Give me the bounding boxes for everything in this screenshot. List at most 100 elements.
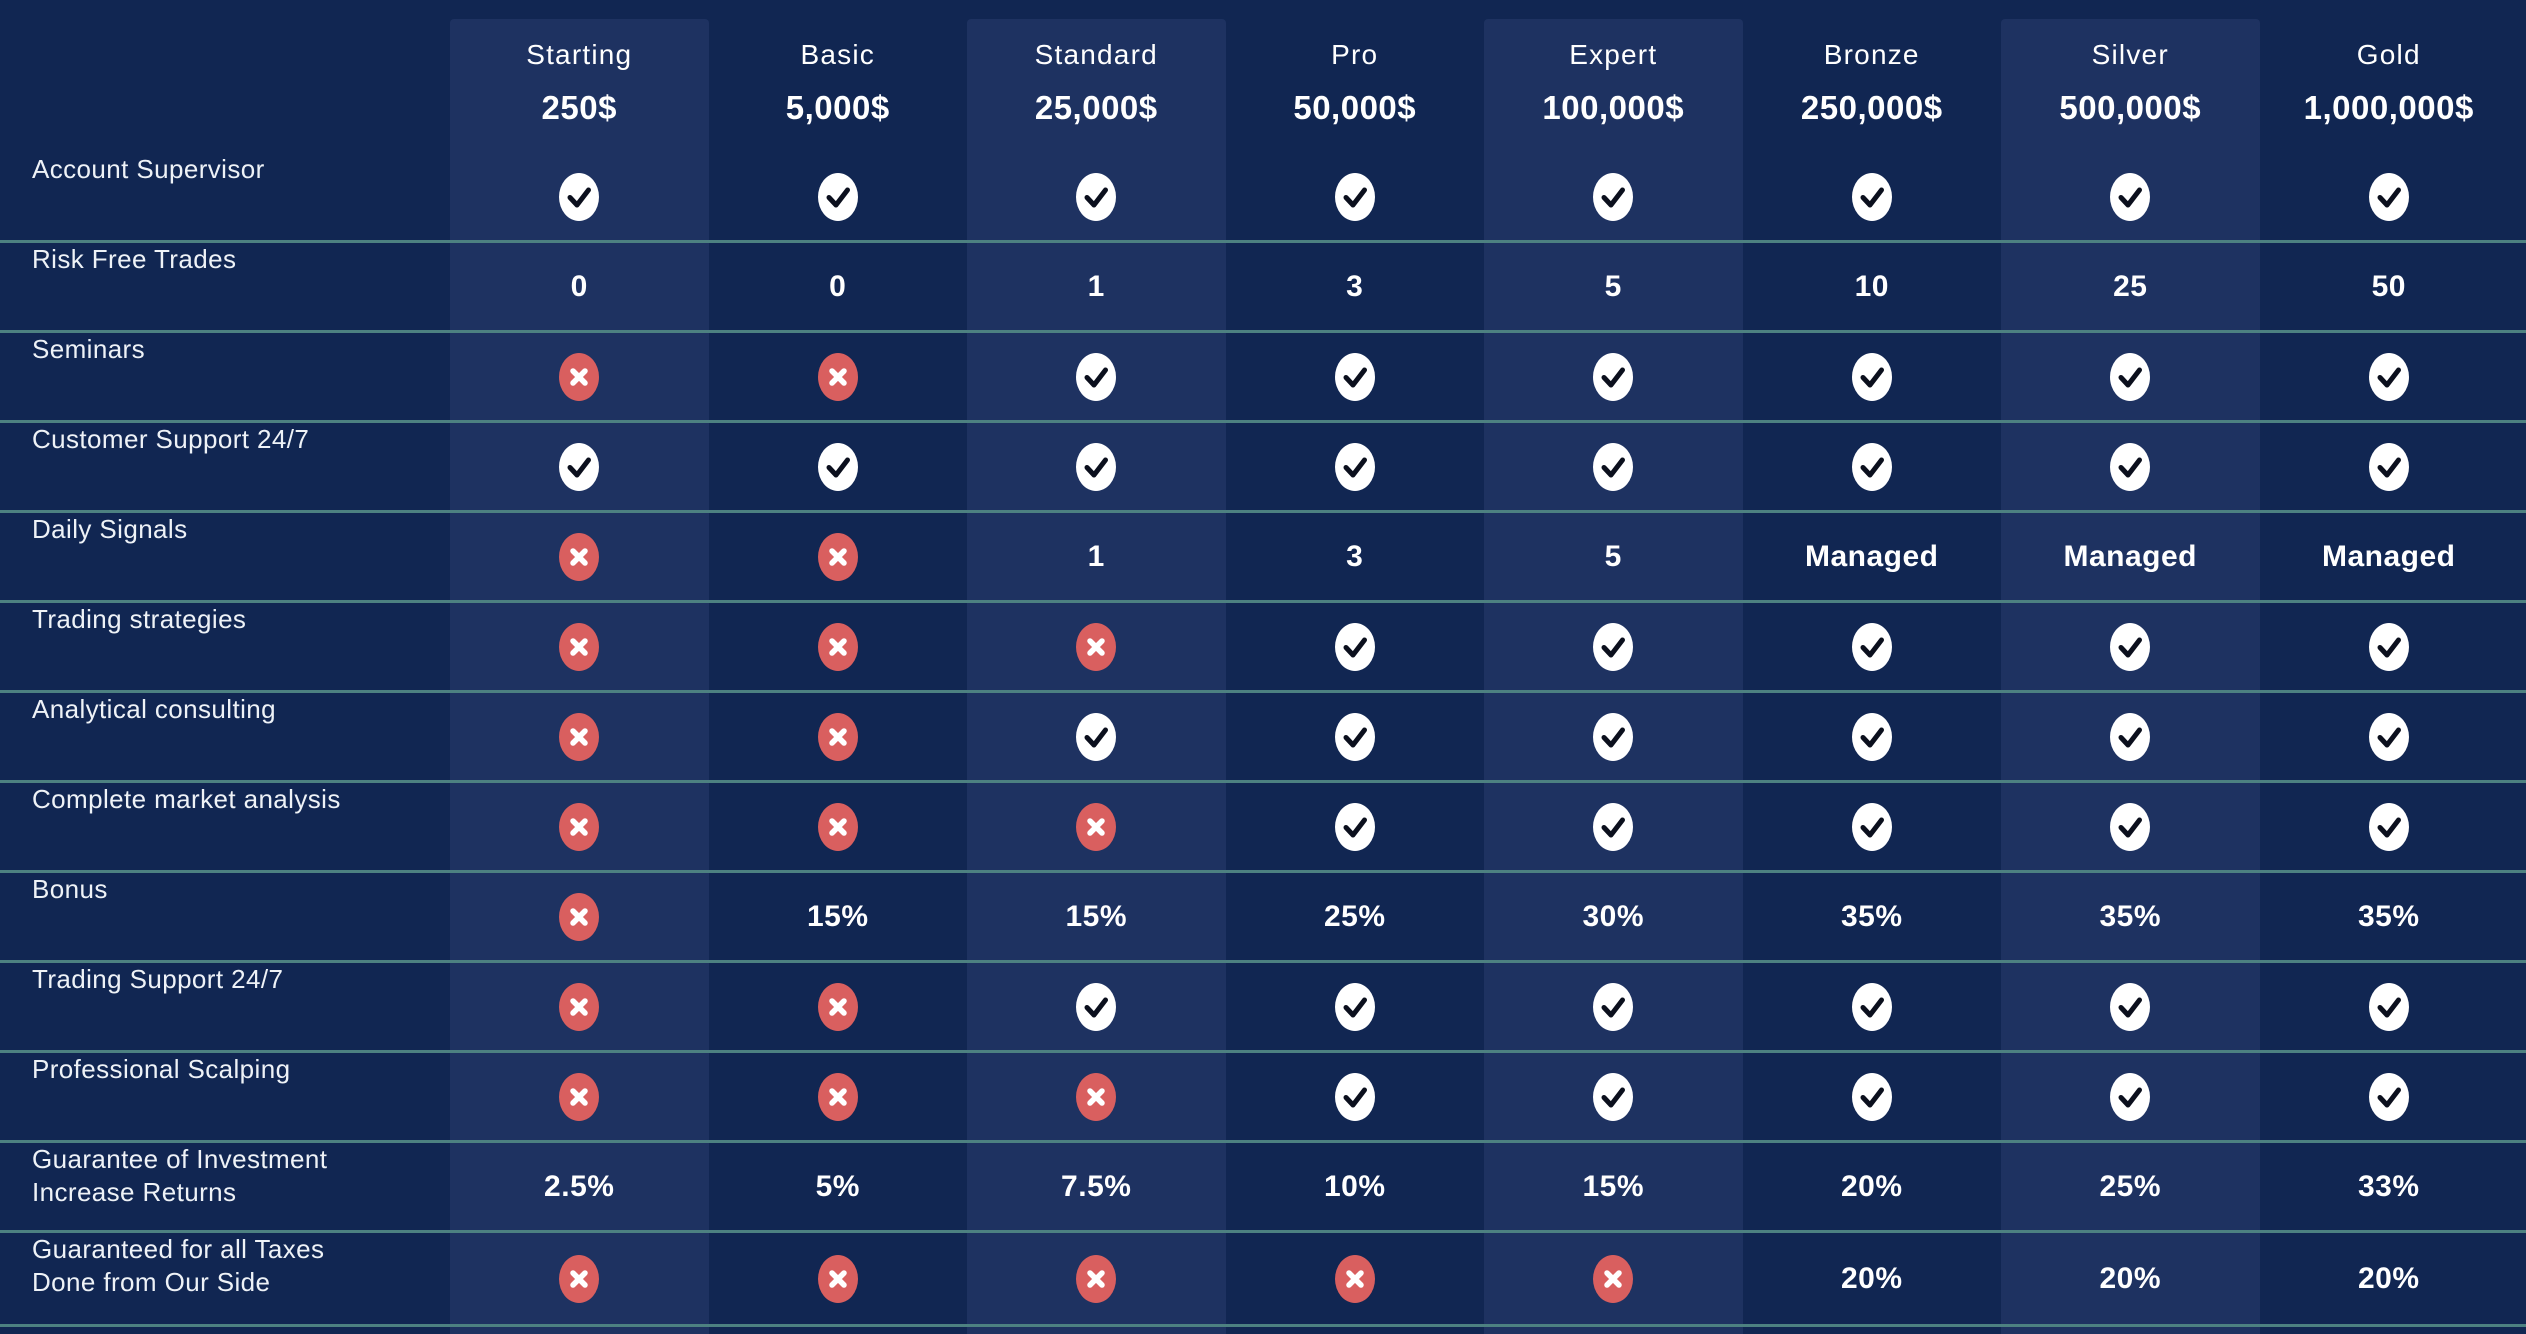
feature-cell: 15% bbox=[709, 873, 968, 960]
feature-cell bbox=[2001, 963, 2260, 1050]
feature-cell bbox=[1743, 693, 2002, 780]
plan-header-starting: Starting 250$ bbox=[450, 0, 709, 153]
table-row: Professional Scalping bbox=[0, 1053, 2526, 1143]
feature-label-line: Professional Scalping bbox=[32, 1054, 291, 1084]
table-row: Guaranteed for all Taxes Done from Our Si… bbox=[0, 1233, 2526, 1327]
feature-cell bbox=[2001, 333, 2260, 420]
check-icon bbox=[2368, 352, 2409, 401]
check-icon bbox=[1076, 442, 1117, 491]
feature-cell: 2.5% bbox=[450, 1143, 709, 1230]
table-row: Customer Support 24/7 bbox=[0, 423, 2526, 513]
feature-value: 20% bbox=[2357, 1261, 2420, 1295]
feature-cell bbox=[2001, 423, 2260, 510]
table-row: Daily Signals 1 3 5 Managed Managed Managed bbox=[0, 513, 2526, 603]
feature-cell bbox=[1484, 153, 1743, 240]
feature-label: Seminars bbox=[0, 333, 450, 420]
check-icon bbox=[1076, 712, 1117, 761]
feature-cell bbox=[709, 963, 968, 1050]
feature-cell bbox=[967, 153, 1226, 240]
feature-cell bbox=[2260, 333, 2519, 420]
feature-label: Bonus bbox=[0, 873, 450, 960]
feature-value: 1 bbox=[1087, 539, 1105, 573]
cross-icon bbox=[817, 622, 858, 671]
check-icon bbox=[559, 172, 600, 221]
cross-icon bbox=[559, 1254, 600, 1303]
feature-cell bbox=[1484, 963, 1743, 1050]
feature-cell bbox=[450, 153, 709, 240]
plan-name: Starting bbox=[526, 39, 633, 70]
feature-cell bbox=[1226, 1053, 1485, 1140]
feature-cell bbox=[1226, 693, 1485, 780]
feature-cell bbox=[967, 333, 1226, 420]
feature-label: Complete market analysis bbox=[0, 783, 450, 870]
feature-value: 25% bbox=[2099, 1169, 2162, 1203]
check-icon bbox=[1851, 622, 1892, 671]
feature-cell bbox=[967, 603, 1226, 690]
check-icon bbox=[1076, 982, 1117, 1031]
feature-cell: 20% bbox=[2001, 1233, 2260, 1324]
feature-cell bbox=[1484, 693, 1743, 780]
feature-cell: 3 bbox=[1226, 243, 1485, 330]
check-icon bbox=[1593, 622, 1634, 671]
check-icon bbox=[2368, 982, 2409, 1031]
check-icon bbox=[1076, 172, 1117, 221]
cross-icon bbox=[817, 352, 858, 401]
feature-cell: 1 bbox=[967, 243, 1226, 330]
feature-cell bbox=[2001, 783, 2260, 870]
feature-cell: 25% bbox=[1226, 873, 1485, 960]
feature-cell bbox=[709, 423, 968, 510]
feature-label-line: Analytical consulting bbox=[32, 694, 276, 724]
feature-value: 2.5% bbox=[544, 1169, 615, 1203]
cross-icon bbox=[1593, 1254, 1634, 1303]
check-icon bbox=[1334, 442, 1375, 491]
check-icon bbox=[1593, 352, 1634, 401]
feature-cell bbox=[450, 963, 709, 1050]
feature-rows: Account Supervisor Risk Free Trades 0 0 1 3 5 1… bbox=[0, 153, 2526, 1327]
feature-cell: 35% bbox=[2260, 873, 2519, 960]
feature-cell bbox=[967, 1233, 1226, 1324]
cross-icon bbox=[1076, 622, 1117, 671]
feature-label: Guaranteed for all Taxes Done from Our Si… bbox=[0, 1233, 450, 1324]
cross-icon bbox=[817, 1254, 858, 1303]
feature-cell bbox=[1226, 1233, 1485, 1324]
cross-icon bbox=[817, 532, 858, 581]
feature-cell bbox=[1743, 603, 2002, 690]
plans-header-row: Starting 250$ Basic 5,000$ Standard 25,000$ Pr… bbox=[0, 0, 2526, 153]
table-row: Trading strategies bbox=[0, 603, 2526, 693]
feature-value: 20% bbox=[1840, 1261, 1903, 1295]
feature-cell bbox=[709, 1053, 968, 1140]
check-icon bbox=[817, 442, 858, 491]
feature-label-line: Done from Our Side bbox=[32, 1267, 271, 1297]
check-icon bbox=[1593, 712, 1634, 761]
table-row: Risk Free Trades 0 0 1 3 5 10 25 50 bbox=[0, 243, 2526, 333]
feature-label-line: Guarantee of Investment bbox=[32, 1144, 328, 1174]
plan-header-bronze: Bronze 250,000$ bbox=[1743, 0, 2002, 153]
check-icon bbox=[1334, 712, 1375, 761]
feature-value: 0 bbox=[829, 269, 847, 303]
plan-header-basic: Basic 5,000$ bbox=[709, 0, 968, 153]
feature-cell: 15% bbox=[967, 873, 1226, 960]
feature-value: 3 bbox=[1346, 539, 1364, 573]
check-icon bbox=[2110, 622, 2151, 671]
feature-cell: 3 bbox=[1226, 513, 1485, 600]
feature-cell bbox=[2001, 1053, 2260, 1140]
plan-price: 5,000$ bbox=[785, 89, 890, 126]
plan-name: Expert bbox=[1569, 39, 1658, 70]
feature-label: Account Supervisor bbox=[0, 153, 450, 240]
plan-price: 100,000$ bbox=[1542, 89, 1685, 126]
feature-cell: 5 bbox=[1484, 243, 1743, 330]
feature-cell bbox=[450, 513, 709, 600]
feature-cell bbox=[1226, 333, 1485, 420]
cross-icon bbox=[559, 712, 600, 761]
plan-price: 500,000$ bbox=[2059, 89, 2202, 126]
feature-value: 3 bbox=[1346, 269, 1364, 303]
check-icon bbox=[2368, 712, 2409, 761]
plan-price: 1,000,000$ bbox=[2303, 89, 2474, 126]
feature-label-line: Customer Support 24/7 bbox=[32, 424, 310, 454]
feature-cell bbox=[1743, 963, 2002, 1050]
table-row: Trading Support 24/7 bbox=[0, 963, 2526, 1053]
check-icon bbox=[1593, 982, 1634, 1031]
feature-value: 0 bbox=[570, 269, 588, 303]
feature-label: Guarantee of Investment Increase Returns bbox=[0, 1143, 450, 1230]
